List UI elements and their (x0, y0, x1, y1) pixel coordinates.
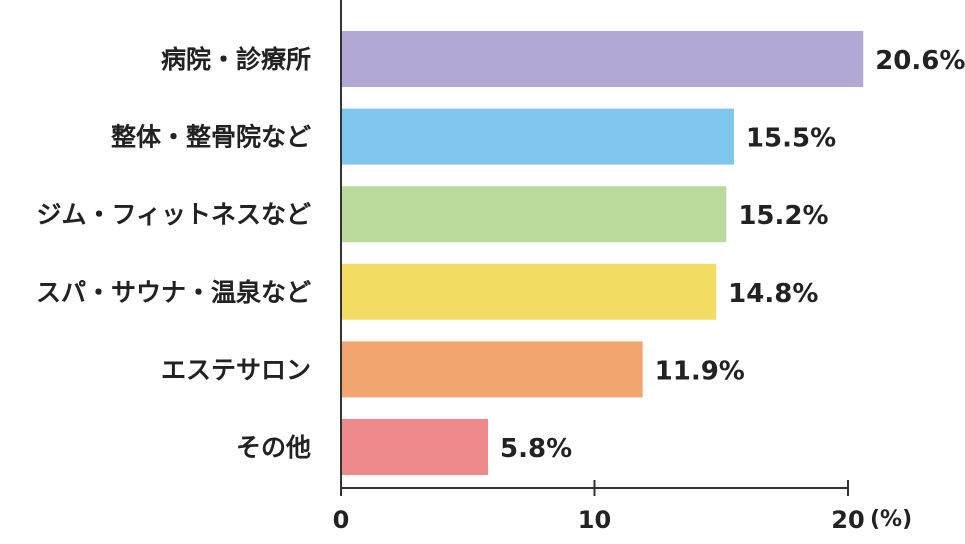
value-label: 5.8% (500, 434, 572, 464)
category-label: スパ・サウナ・温泉など (36, 278, 311, 307)
value-label: 15.2% (738, 201, 828, 231)
labels-layer: 病院・診療所 20.6% 整体・整骨院など 15.5% ジム・フィットネスなど 15.2%… (36, 45, 965, 464)
bar (341, 31, 864, 87)
axis-layer: 0 10 20 (%) (333, 0, 912, 534)
bar (341, 341, 643, 398)
bar (341, 186, 727, 243)
x-unit-label: (%) (870, 507, 912, 532)
value-label: 20.6% (875, 46, 965, 76)
category-label: その他 (236, 433, 311, 462)
bar (341, 419, 489, 475)
category-label: エステサロン (161, 355, 311, 384)
bar (341, 263, 717, 320)
bar (341, 108, 734, 165)
x-tick-label: 10 (578, 506, 611, 534)
value-label: 14.8% (728, 279, 818, 309)
x-tick-label: 0 (333, 506, 350, 534)
bars-layer (341, 31, 864, 475)
category-label: 病院・診療所 (161, 45, 311, 74)
value-label: 11.9% (655, 356, 745, 386)
category-label: ジム・フィットネスなど (36, 200, 311, 229)
category-label: 整体・整骨院など (111, 123, 311, 152)
x-tick-label: 20 (831, 506, 864, 534)
value-label: 15.5% (746, 124, 836, 154)
